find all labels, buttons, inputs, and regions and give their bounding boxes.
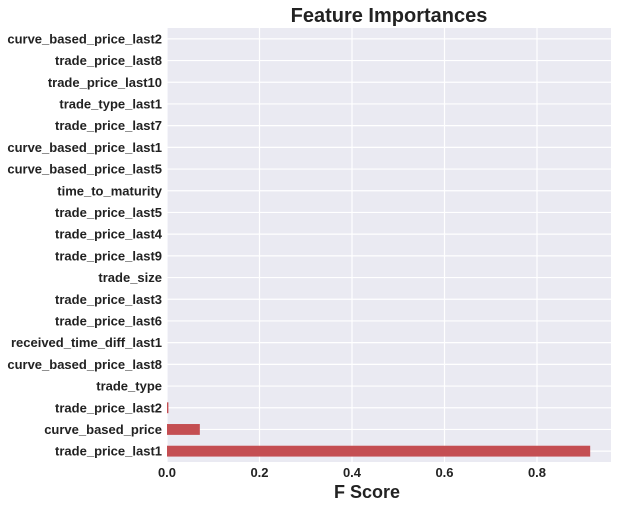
y-tick-label: trade_size <box>98 270 162 285</box>
x-axis-title: F Score <box>334 482 400 502</box>
x-tick-label: 0.6 <box>435 465 453 480</box>
x-tick-label: 0.2 <box>250 465 268 480</box>
y-tick-label: trade_price_last2 <box>55 400 162 415</box>
y-tick-label: trade_price_last1 <box>55 444 162 459</box>
y-tick-label: time_to_maturity <box>57 183 163 198</box>
chart-title: Feature Importances <box>291 5 488 27</box>
y-tick-label: curve_based_price_last1 <box>7 140 162 155</box>
bar-trade-price-last1 <box>167 445 591 457</box>
bar-curve-based-price <box>167 424 200 435</box>
y-tick-label: trade_price_last3 <box>55 292 162 307</box>
plot-background <box>167 28 611 462</box>
y-tick-label: curve_based_price_last8 <box>7 357 162 372</box>
x-tick-label: 0.8 <box>528 465 546 480</box>
y-tick-label: trade_price_last9 <box>55 248 162 263</box>
y-tick-label: trade_price_last8 <box>55 53 162 68</box>
y-tick-label: trade_price_last7 <box>55 118 162 133</box>
y-tick-labels: curve_based_price_last2 trade_price_last8… <box>7 31 162 458</box>
x-tick-label: 0.0 <box>158 465 176 480</box>
y-tick-label: trade_price_last4 <box>55 227 163 242</box>
bars <box>167 402 591 457</box>
x-tick-label: 0.4 <box>343 465 362 480</box>
bar-trade-price-last2 <box>167 402 169 414</box>
y-tick-label: trade_type_last1 <box>59 96 162 111</box>
y-tick-label: curve_based_price_last2 <box>7 31 162 46</box>
y-tick-label: curve_based_price_last5 <box>7 162 162 177</box>
x-tick-labels: 0.0 0.2 0.4 0.6 0.8 <box>158 465 546 480</box>
y-tick-label: trade_price_last5 <box>55 205 162 220</box>
y-tick-label: trade_price_last10 <box>48 75 162 90</box>
y-tick-label: curve_based_price <box>44 422 162 437</box>
y-tick-label: received_time_diff_last1 <box>11 335 162 350</box>
y-tick-label: trade_type <box>96 379 162 394</box>
y-tick-label: trade_price_last6 <box>55 313 162 328</box>
